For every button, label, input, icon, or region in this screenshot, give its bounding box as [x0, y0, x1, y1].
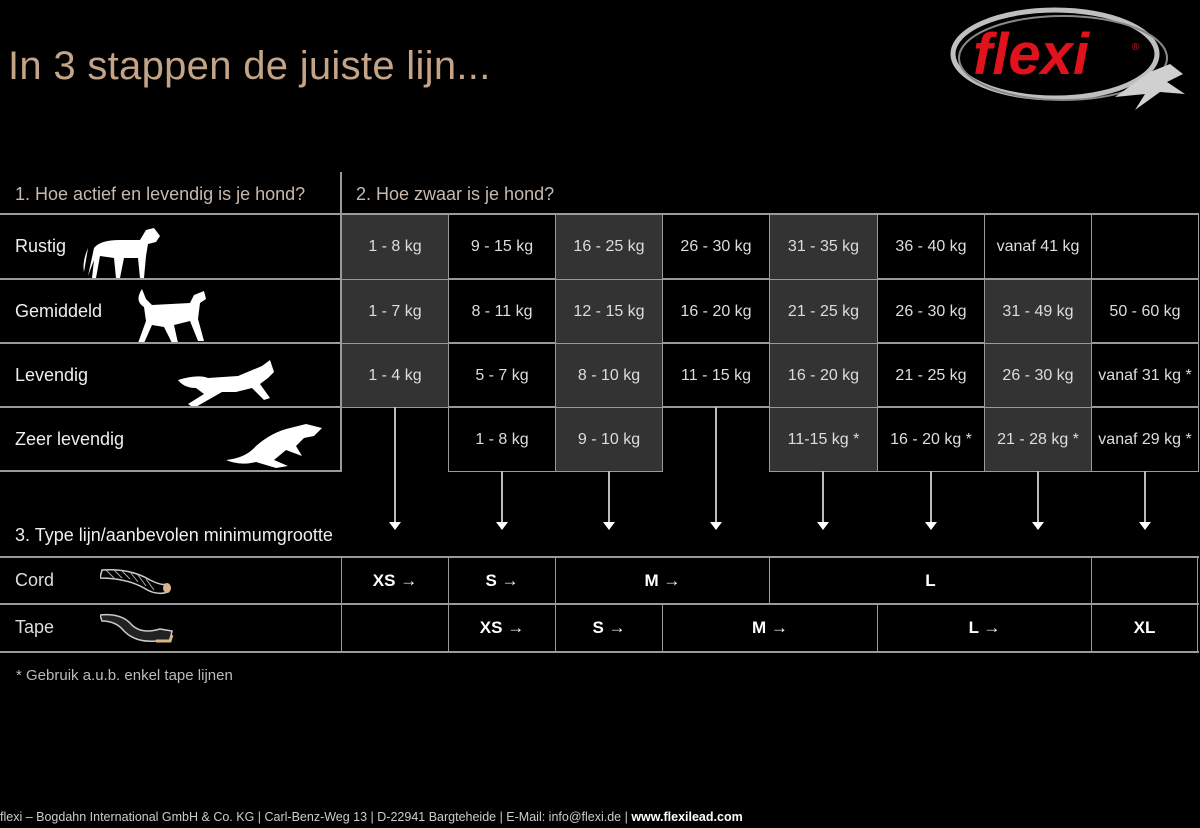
divider — [0, 556, 1199, 558]
weight-cell: 1 - 4 kg — [341, 343, 449, 408]
weight-cell: 21 - 28 kg * — [984, 407, 1092, 472]
size-cell: XS → — [448, 604, 555, 652]
weight-cell: 8 - 11 kg — [448, 279, 556, 344]
down-arrow-icon — [924, 471, 937, 530]
svg-text:flexi: flexi — [973, 22, 1091, 87]
divider — [0, 470, 341, 472]
weight-cell: 50 - 60 kg — [1091, 279, 1199, 344]
weight-cell: 26 - 30 kg — [984, 343, 1092, 408]
weight-cell: 31 - 35 kg — [769, 214, 878, 280]
down-arrow-icon — [388, 407, 401, 530]
size-cell: S → — [448, 557, 555, 604]
tape-icon — [98, 613, 176, 650]
size-cell: XS → — [341, 557, 448, 604]
weight-cell — [1091, 214, 1199, 280]
weight-cell: 31 - 49 kg — [984, 279, 1092, 344]
weight-cell: 26 - 30 kg — [877, 279, 985, 344]
size-cell — [1091, 557, 1198, 604]
down-arrow-icon — [1138, 471, 1151, 530]
weight-cell: 26 - 30 kg — [662, 214, 770, 280]
divider — [0, 651, 1199, 653]
weight-cell: 1 - 8 kg — [448, 407, 556, 472]
page-title: In 3 stappen de juiste lijn... — [8, 44, 491, 88]
footnote: * Gebruik a.u.b. enkel tape lijnen — [16, 667, 233, 684]
down-arrow-icon — [709, 407, 722, 530]
line-type-label: Cord — [15, 570, 55, 590]
cord-icon — [99, 566, 176, 603]
size-cell: L — [769, 557, 1091, 604]
size-cell: XL — [1091, 604, 1198, 652]
down-arrow-icon — [602, 471, 615, 530]
size-cell — [341, 604, 448, 652]
weight-cell: 5 - 7 kg — [448, 343, 556, 408]
weight-cell: vanaf 31 kg * — [1091, 343, 1199, 408]
weight-cell: 21 - 25 kg — [877, 343, 985, 408]
footer-address: flexi – Bogdahn International GmbH & Co.… — [0, 810, 632, 824]
size-cell: M → — [555, 557, 769, 604]
weight-cell: 16 - 20 kg — [769, 343, 878, 408]
weight-cell: 12 - 15 kg — [555, 279, 663, 344]
sprinting-dog-icon — [226, 420, 326, 475]
step1-heading: 1. Hoe actief en levendig is je hond? — [15, 184, 306, 204]
line-type-label: Tape — [15, 617, 55, 637]
weight-cell: 21 - 25 kg — [769, 279, 878, 344]
running-dog-icon — [178, 358, 278, 413]
weight-cell: 1 - 7 kg — [341, 279, 449, 344]
down-arrow-icon — [495, 471, 508, 530]
weight-cell: 9 - 10 kg — [555, 407, 663, 472]
down-arrow-icon — [817, 471, 829, 530]
weight-cell: 11 - 15 kg — [662, 343, 770, 408]
size-cell: S → — [555, 604, 662, 652]
footer: flexi – Bogdahn International GmbH & Co.… — [0, 810, 743, 824]
weight-cell: 16 - 20 kg — [662, 279, 770, 344]
weight-cell: 16 - 20 kg * — [877, 407, 985, 472]
website-link[interactable]: www.flexilead.com — [631, 810, 743, 824]
down-arrow-icon — [1031, 471, 1044, 530]
standing-dog-icon — [80, 226, 160, 287]
step3-heading: 3. Type lijn/aanbevolen minimumgrootte — [15, 525, 333, 545]
size-cell: L → — [877, 604, 1091, 652]
step2-heading: 2. Hoe zwaar is je hond? — [356, 184, 555, 204]
activity-label: Rustig — [15, 236, 67, 256]
weight-cell: 16 - 25 kg — [555, 214, 663, 280]
weight-cell: vanaf 29 kg * — [1091, 407, 1199, 472]
weight-cell: 36 - 40 kg — [877, 214, 985, 280]
weight-cell: vanaf 41 kg — [984, 214, 1092, 280]
flexi-logo: flexi ® — [945, 2, 1195, 127]
activity-label: Gemiddeld — [15, 301, 103, 321]
weight-cell: 1 - 8 kg — [341, 214, 449, 280]
weight-cell: 11-15 kg * — [769, 407, 878, 472]
activity-label: Zeer levendig — [15, 429, 125, 449]
activity-label: Levendig — [15, 365, 89, 385]
size-cell: M → — [662, 604, 877, 652]
svg-text:®: ® — [1132, 42, 1140, 53]
divider — [0, 603, 1199, 605]
weight-cell: 9 - 15 kg — [448, 214, 556, 280]
walking-dog-icon — [130, 287, 210, 350]
weight-cell: 8 - 10 kg — [555, 343, 663, 408]
